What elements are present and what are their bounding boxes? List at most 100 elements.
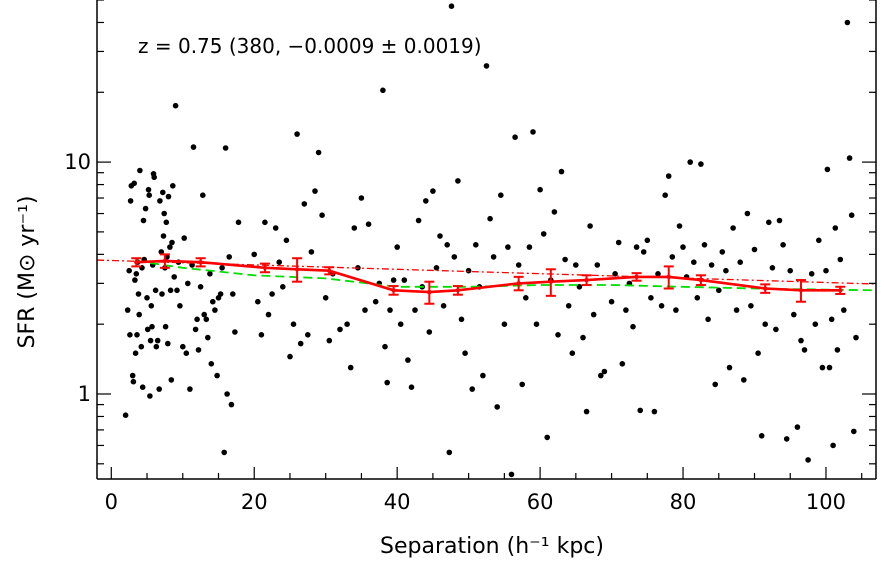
data-point — [780, 242, 786, 248]
data-point — [687, 159, 693, 165]
data-point — [380, 87, 386, 94]
data-point — [576, 284, 583, 290]
binned-error-bar — [663, 265, 674, 290]
binned-error-bar — [760, 283, 771, 294]
data-point — [844, 19, 851, 26]
data-point — [737, 259, 743, 266]
data-point — [132, 277, 138, 283]
data-point — [272, 225, 279, 231]
data-point — [630, 323, 636, 330]
data-point — [433, 265, 440, 271]
data-point — [126, 267, 132, 274]
data-point — [658, 303, 665, 309]
data-point — [726, 364, 733, 371]
chart-annotation: z = 0.75 (380, −0.0009 ± 0.0019) — [138, 34, 482, 58]
data-point — [397, 321, 404, 328]
data-point — [412, 307, 418, 313]
scatter-points — [122, 3, 859, 478]
data-point — [455, 178, 461, 184]
data-point — [812, 321, 819, 328]
data-point — [787, 267, 793, 274]
data-point — [751, 246, 758, 253]
data-point — [207, 271, 213, 277]
data-point — [262, 219, 268, 226]
data-point — [824, 166, 831, 173]
data-point — [705, 316, 711, 323]
data-point — [458, 316, 465, 323]
data-point — [146, 192, 152, 198]
binned-error-bar — [259, 262, 270, 274]
data-point — [444, 242, 451, 248]
data-point — [830, 442, 836, 449]
binned-error-bar — [195, 257, 206, 268]
data-point — [197, 284, 204, 290]
data-point — [319, 212, 325, 218]
data-point — [326, 337, 333, 344]
data-point — [276, 259, 283, 266]
data-point — [258, 332, 265, 338]
data-point — [430, 188, 436, 194]
data-point — [154, 337, 161, 344]
data-point — [394, 244, 401, 250]
data-point — [153, 343, 160, 350]
data-point — [315, 149, 322, 156]
data-point — [598, 372, 604, 379]
x-tick-label: 20 — [241, 490, 268, 514]
data-point — [136, 311, 142, 318]
data-point — [217, 291, 224, 297]
data-point — [451, 254, 458, 260]
data-point — [651, 408, 658, 415]
binned-error-bar — [292, 257, 303, 283]
x-axis-label: Separation (h⁻¹ kpc) — [380, 534, 604, 559]
data-point — [505, 244, 511, 250]
data-point — [344, 321, 350, 328]
data-point — [133, 271, 140, 277]
data-point — [816, 237, 822, 244]
data-point — [712, 381, 718, 388]
data-point — [269, 291, 275, 297]
data-point — [159, 291, 165, 297]
binned-means — [131, 253, 846, 305]
data-point — [544, 434, 550, 441]
data-point — [290, 321, 297, 328]
data-point — [526, 244, 533, 250]
data-point — [730, 225, 736, 231]
data-point — [287, 353, 293, 360]
plot-frame — [96, 0, 877, 480]
data-point — [769, 265, 776, 271]
data-point — [208, 361, 215, 367]
data-point — [195, 347, 202, 353]
data-point — [384, 379, 391, 386]
data-point — [297, 340, 304, 347]
data-point — [537, 186, 543, 193]
data-point — [828, 316, 835, 323]
binned-error-bar — [835, 285, 846, 295]
data-point — [512, 134, 518, 140]
data-point — [137, 167, 143, 174]
data-point — [161, 210, 167, 217]
x-tick-label: 0 — [105, 490, 118, 514]
data-point — [347, 364, 354, 371]
data-point — [232, 329, 238, 335]
data-point — [362, 307, 368, 313]
binned-error-bar — [131, 257, 142, 268]
data-point — [147, 393, 153, 399]
data-point — [744, 210, 751, 217]
data-point — [708, 262, 715, 268]
data-point — [235, 219, 242, 226]
data-point — [130, 378, 137, 385]
data-point — [837, 256, 844, 263]
x-tick-label: 100 — [806, 490, 846, 514]
data-point — [222, 145, 229, 151]
data-point — [163, 219, 170, 226]
data-point — [583, 408, 590, 415]
data-point — [132, 350, 139, 357]
data-point — [265, 311, 272, 318]
data-point — [337, 326, 343, 333]
data-point — [565, 303, 572, 309]
data-point — [612, 271, 618, 277]
data-point — [205, 334, 211, 341]
binned-error-bar — [159, 253, 170, 269]
binned-error-bar — [631, 272, 642, 282]
